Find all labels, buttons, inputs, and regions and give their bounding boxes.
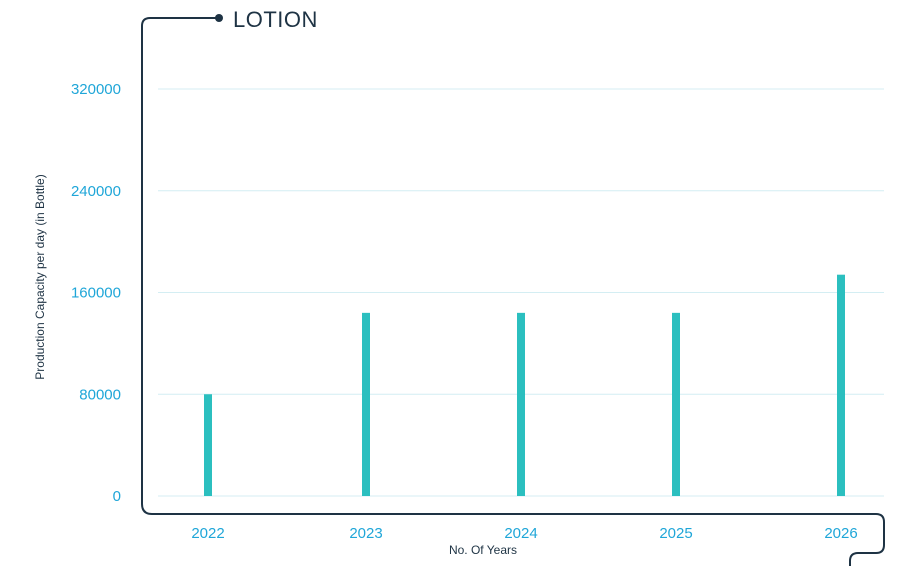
grid-lines: [158, 88, 884, 497]
bar-2025: [672, 312, 680, 496]
x-tick-label: 2025: [659, 525, 692, 542]
bar-2024: [517, 312, 525, 496]
y-tick-label: 320000: [71, 81, 121, 98]
x-tick-label: 2023: [349, 525, 382, 542]
y-tick-label: 0: [113, 488, 121, 505]
bars: [204, 274, 845, 496]
y-tick-label: 160000: [71, 285, 121, 302]
y-tick-labels: 0 80000 160000 240000 320000: [71, 81, 121, 505]
chart-frame: [141, 17, 885, 566]
x-tick-label: 2026: [824, 525, 857, 542]
title-marker-dot: [215, 14, 223, 22]
y-axis-label: Production Capacity per day (in Bottle): [33, 174, 47, 379]
x-tick-label: 2024: [504, 525, 537, 542]
x-axis-label: No. Of Years: [449, 543, 517, 557]
y-tick-label: 80000: [79, 386, 121, 403]
x-tick-labels: 2022 2023 2024 2025 2026: [191, 525, 857, 542]
bar-2026: [837, 274, 845, 496]
bar-2023: [362, 312, 370, 496]
y-tick-label: 240000: [71, 183, 121, 200]
x-tick-label: 2022: [191, 525, 224, 542]
chart-title: LOTION: [233, 7, 318, 32]
bar-2022: [204, 394, 212, 496]
